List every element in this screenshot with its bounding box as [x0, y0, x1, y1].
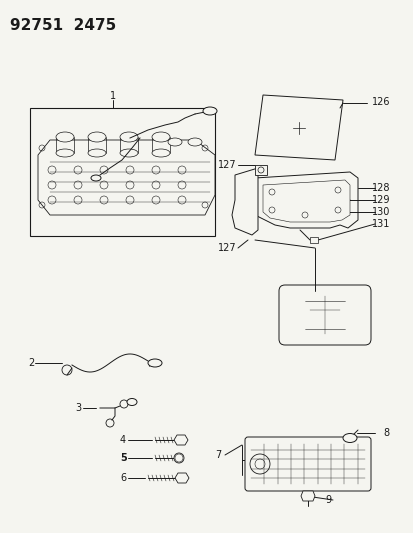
Text: 8: 8	[383, 428, 389, 438]
Text: 127: 127	[218, 243, 236, 253]
Polygon shape	[231, 168, 257, 235]
Ellipse shape	[56, 149, 74, 157]
Ellipse shape	[56, 132, 74, 142]
Ellipse shape	[202, 107, 216, 115]
Text: 6: 6	[120, 473, 126, 483]
Bar	[30, 108, 214, 236]
Polygon shape	[300, 491, 314, 501]
Text: 4: 4	[120, 435, 126, 445]
Polygon shape	[175, 473, 189, 483]
Polygon shape	[38, 140, 214, 215]
Ellipse shape	[188, 138, 202, 146]
Text: 3: 3	[75, 403, 81, 413]
Text: 128: 128	[370, 183, 389, 193]
Ellipse shape	[173, 453, 183, 463]
Ellipse shape	[88, 149, 106, 157]
Bar	[309, 237, 317, 243]
Polygon shape	[262, 180, 349, 222]
Polygon shape	[254, 172, 357, 228]
Ellipse shape	[342, 433, 356, 442]
Ellipse shape	[152, 132, 170, 142]
Ellipse shape	[127, 399, 137, 406]
Polygon shape	[173, 435, 188, 445]
Text: 92751  2475: 92751 2475	[10, 18, 116, 33]
FancyBboxPatch shape	[244, 437, 370, 491]
Text: 131: 131	[371, 219, 389, 229]
Polygon shape	[254, 95, 342, 160]
Text: 7: 7	[214, 450, 221, 460]
Text: 2: 2	[28, 358, 34, 368]
Ellipse shape	[168, 138, 182, 146]
Ellipse shape	[88, 132, 106, 142]
Bar	[254, 165, 266, 175]
Ellipse shape	[147, 359, 161, 367]
Ellipse shape	[91, 175, 101, 181]
Text: 130: 130	[371, 207, 389, 217]
Text: 127: 127	[218, 160, 236, 170]
Text: 129: 129	[370, 195, 389, 205]
Text: 5: 5	[120, 453, 126, 463]
Text: 126: 126	[370, 97, 389, 107]
Text: 9: 9	[324, 495, 330, 505]
Ellipse shape	[120, 149, 138, 157]
Text: 1: 1	[110, 91, 116, 101]
Ellipse shape	[120, 132, 138, 142]
Ellipse shape	[152, 149, 170, 157]
FancyBboxPatch shape	[278, 285, 370, 345]
